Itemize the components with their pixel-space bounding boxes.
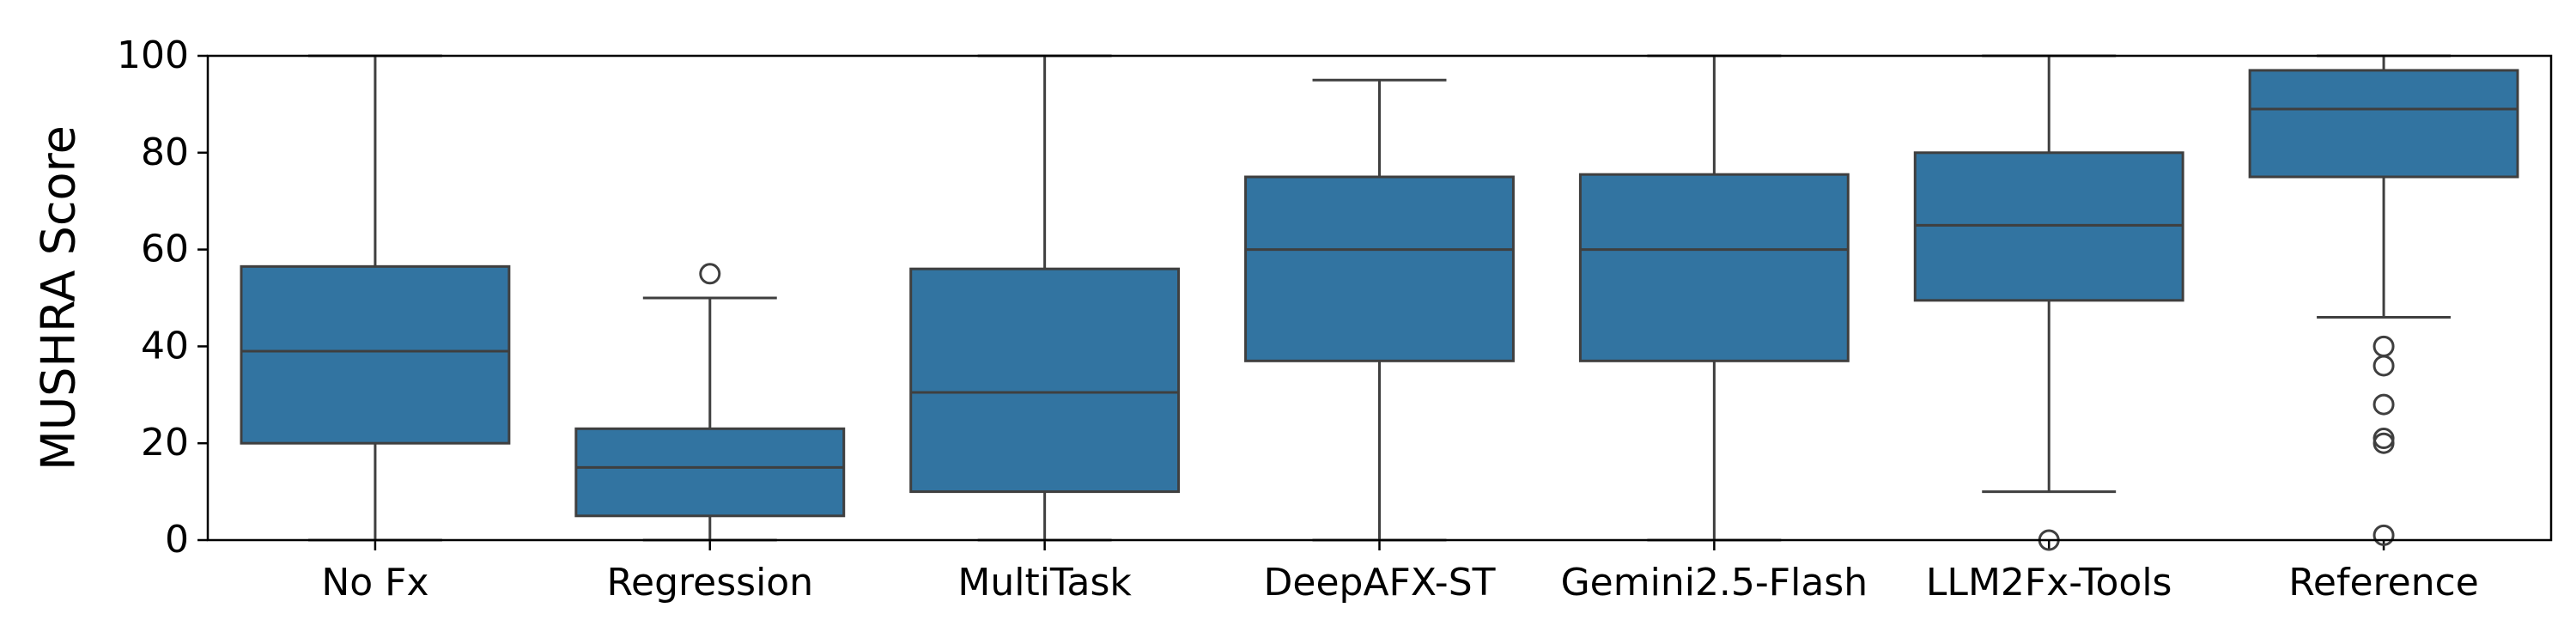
box (2248, 69, 2519, 179)
flier (2372, 355, 2395, 377)
x-tick-label: Regression (606, 561, 813, 605)
x-tick-label: DeepAFX-ST (1264, 561, 1496, 605)
plot-frame (206, 54, 2553, 542)
y-tick-label: 80 (141, 131, 189, 174)
box (574, 427, 846, 518)
y-axis-label: MUSHRA Score (32, 125, 86, 471)
flier (699, 263, 721, 285)
x-tick-label: Reference (2288, 561, 2479, 605)
flier (2372, 393, 2395, 416)
box (1578, 173, 1850, 362)
x-tick-label: Gemini2.5-Flash (1561, 561, 1868, 605)
y-tick-label: 100 (117, 33, 189, 77)
flier (2372, 432, 2395, 454)
box (240, 264, 511, 445)
box (1244, 175, 1515, 362)
y-tick-label: 60 (141, 228, 189, 271)
x-tick-label: MultiTask (957, 561, 1132, 605)
y-tick-label: 0 (165, 518, 189, 562)
y-tick-label: 20 (141, 421, 189, 465)
x-tick-label: No Fx (321, 561, 428, 605)
flier (2372, 524, 2395, 546)
box (909, 267, 1181, 494)
x-tick-label: LLM2Fx-Tools (1926, 561, 2172, 605)
flier (2372, 335, 2395, 357)
y-tick-label: 40 (141, 324, 189, 368)
